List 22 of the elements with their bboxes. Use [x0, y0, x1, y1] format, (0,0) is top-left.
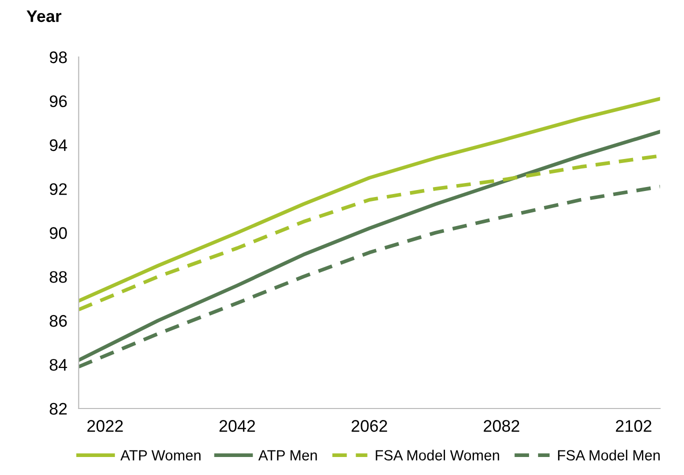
x-tick-label: 2042	[220, 420, 255, 432]
y-tick-label: 96	[50, 95, 67, 108]
y-tick-label: 86	[50, 315, 67, 327]
line-series	[78, 130, 660, 362]
y-tick-label: 82	[50, 402, 67, 415]
line-series	[78, 96, 660, 303]
y-tick-label: 90	[50, 227, 67, 239]
legend-label: ATP Women	[120, 450, 200, 460]
legend-label: FSA Model Women	[376, 450, 500, 460]
y-tick-label: 84	[50, 358, 68, 371]
legend-label: FSA Model Men	[558, 450, 660, 460]
legend-label: ATP Men	[258, 450, 317, 460]
x-tick-label: 2102	[616, 420, 652, 432]
x-tick-label: 2022	[87, 420, 123, 432]
y-tick-label: 94	[50, 139, 68, 152]
y-axis-title: Year	[26, 10, 62, 22]
line-series	[78, 184, 660, 369]
y-tick-label: 98	[50, 51, 67, 64]
x-tick-label: 2062	[352, 420, 388, 432]
x-tick-label: 2082	[484, 420, 520, 432]
y-tick-label: 88	[50, 271, 67, 283]
y-tick-label: 92	[50, 183, 67, 196]
